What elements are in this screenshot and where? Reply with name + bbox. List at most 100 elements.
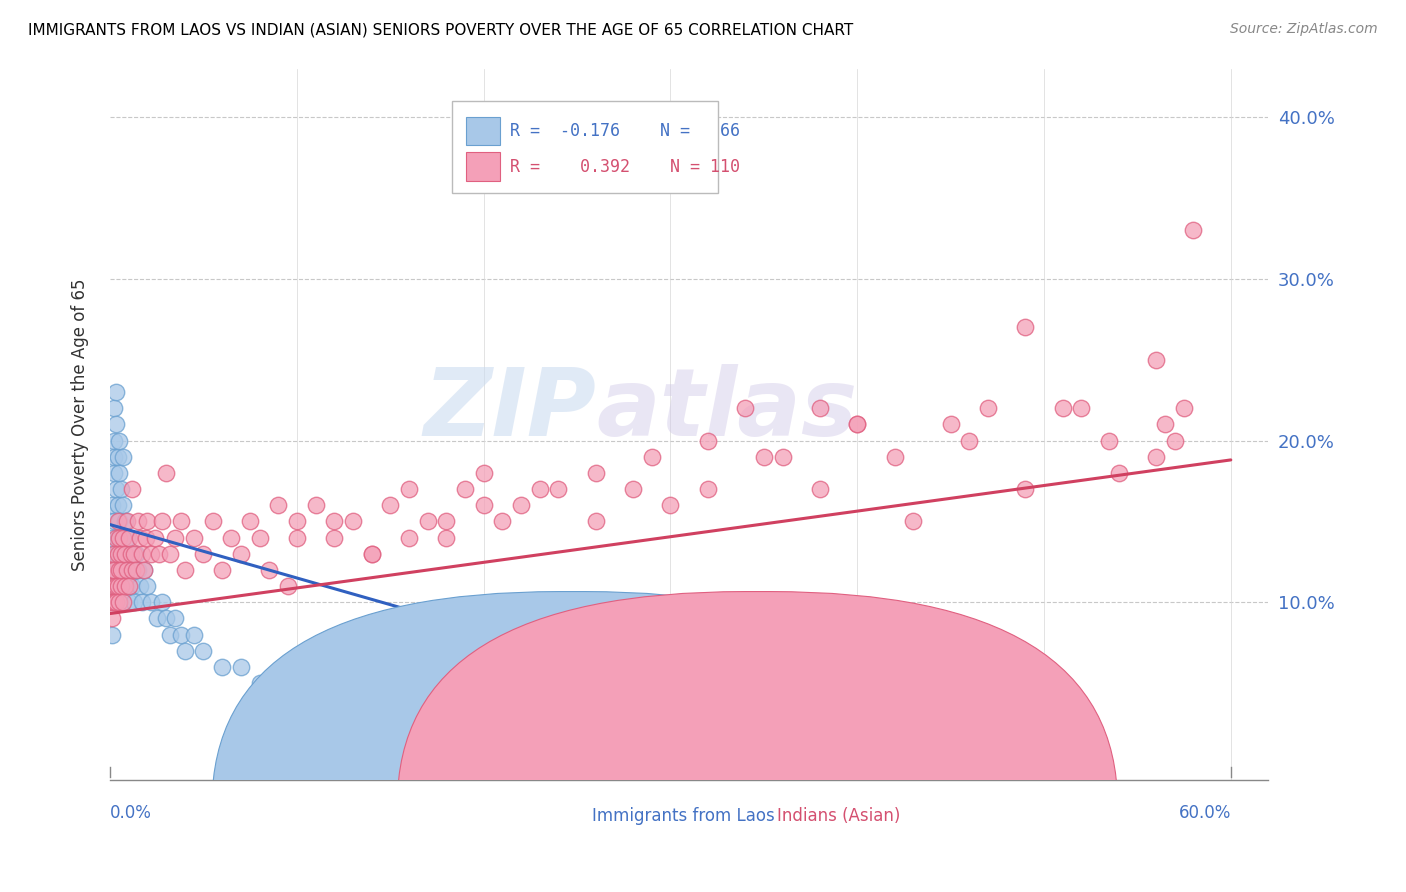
Point xyxy=(104,579,127,593)
Point xyxy=(342,514,364,528)
Point xyxy=(221,531,243,545)
Point xyxy=(696,434,718,448)
Point xyxy=(131,547,153,561)
Point xyxy=(696,482,718,496)
Point xyxy=(121,482,143,496)
Point xyxy=(304,498,326,512)
Point xyxy=(110,482,132,496)
Point xyxy=(165,531,187,545)
Point xyxy=(112,498,135,512)
Point xyxy=(285,531,308,545)
Point xyxy=(103,547,125,561)
Point xyxy=(276,579,298,593)
Point xyxy=(103,563,125,577)
Point xyxy=(108,563,131,577)
Point xyxy=(107,563,129,577)
Point xyxy=(360,708,382,723)
Point xyxy=(239,514,262,528)
FancyBboxPatch shape xyxy=(398,591,1118,892)
Point xyxy=(1108,466,1130,480)
Point xyxy=(118,595,141,609)
Point xyxy=(641,450,664,464)
Point xyxy=(135,531,157,545)
Point xyxy=(416,514,439,528)
Point xyxy=(1144,450,1167,464)
Point xyxy=(114,547,136,561)
Point xyxy=(1182,223,1205,237)
Point xyxy=(1014,482,1036,496)
Point xyxy=(103,595,125,609)
Point xyxy=(108,434,131,448)
Point xyxy=(112,531,135,545)
Point xyxy=(104,417,127,432)
Point xyxy=(129,531,152,545)
Point xyxy=(183,627,205,641)
Point xyxy=(103,514,125,528)
Point xyxy=(112,595,135,609)
Point xyxy=(110,563,132,577)
Point xyxy=(103,434,125,448)
Point xyxy=(115,579,138,593)
Point xyxy=(808,482,831,496)
Point xyxy=(114,514,136,528)
Point xyxy=(118,579,141,593)
Point xyxy=(104,579,127,593)
Point xyxy=(131,595,153,609)
Point xyxy=(104,547,127,561)
Point xyxy=(136,514,159,528)
Point xyxy=(101,595,124,609)
Point xyxy=(323,531,346,545)
Point xyxy=(120,563,142,577)
Point xyxy=(808,401,831,416)
Point xyxy=(1014,320,1036,334)
Point xyxy=(124,595,146,609)
Point xyxy=(107,531,129,545)
Point xyxy=(115,563,138,577)
Point xyxy=(155,466,177,480)
Point xyxy=(491,514,513,528)
Point xyxy=(159,547,181,561)
Text: Indians (Asian): Indians (Asian) xyxy=(778,806,900,825)
Point xyxy=(454,482,477,496)
Text: R =  -0.176    N =   66: R = -0.176 N = 66 xyxy=(509,122,740,140)
Point xyxy=(103,466,125,480)
Point xyxy=(323,692,346,706)
Point xyxy=(193,547,215,561)
Point xyxy=(143,531,166,545)
Point xyxy=(547,482,569,496)
Point xyxy=(211,660,233,674)
Point xyxy=(229,660,252,674)
Point xyxy=(114,563,136,577)
Point xyxy=(104,531,127,545)
Point xyxy=(193,644,215,658)
Point xyxy=(132,563,155,577)
Point xyxy=(267,676,290,690)
Point xyxy=(127,514,149,528)
Point xyxy=(170,627,193,641)
Point xyxy=(1070,401,1092,416)
Point xyxy=(101,563,124,577)
Point xyxy=(472,498,495,512)
Point xyxy=(398,708,420,723)
Point xyxy=(101,563,124,577)
Point xyxy=(267,498,290,512)
Point xyxy=(170,514,193,528)
FancyBboxPatch shape xyxy=(212,591,932,892)
Point xyxy=(398,531,420,545)
Point xyxy=(380,498,402,512)
Point xyxy=(360,547,382,561)
Point xyxy=(127,563,149,577)
Point xyxy=(903,514,925,528)
Point xyxy=(125,547,148,561)
Point xyxy=(103,579,125,593)
Point xyxy=(434,724,457,739)
Point xyxy=(1173,401,1195,416)
Point xyxy=(434,514,457,528)
Text: 0.0%: 0.0% xyxy=(110,805,152,822)
Point xyxy=(659,498,682,512)
Point xyxy=(120,547,142,561)
Point xyxy=(114,579,136,593)
Point xyxy=(883,450,905,464)
Point xyxy=(118,531,141,545)
Point xyxy=(585,466,607,480)
